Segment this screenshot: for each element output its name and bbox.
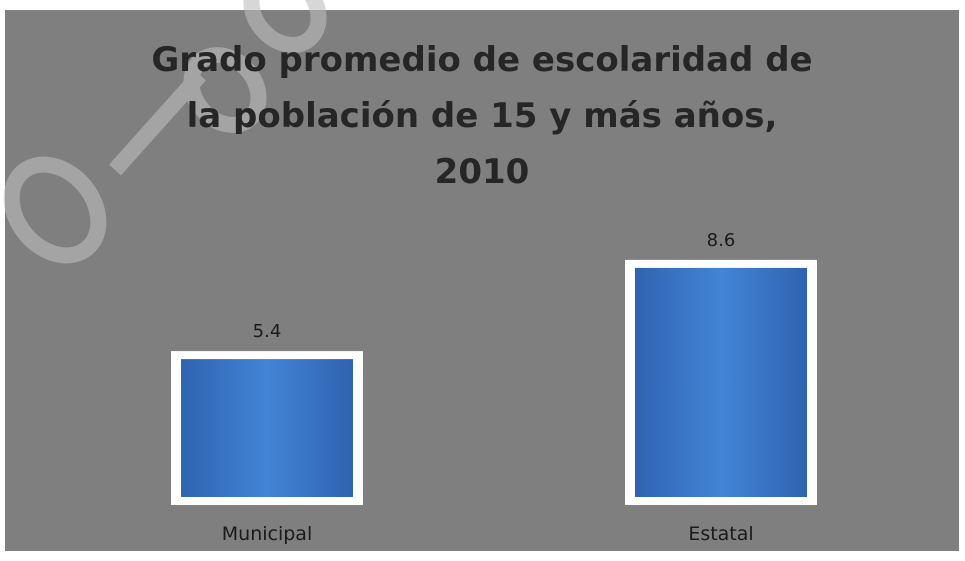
watermark-icon xyxy=(0,0,345,270)
value-label-municipal: 5.4 xyxy=(253,321,282,342)
bar-municipal xyxy=(181,359,353,497)
value-label-estatal: 8.6 xyxy=(707,230,736,251)
category-label-municipal: Municipal xyxy=(222,523,312,545)
chart-frame: Grado promedio de escolaridad de la pobl… xyxy=(3,0,959,551)
bar-plot: 5.4 Municipal 8.6 Estatal xyxy=(171,230,817,545)
chart-title: Grado promedio de escolaridad de la pobl… xyxy=(151,40,813,192)
bar-estatal xyxy=(635,267,807,497)
category-label-estatal: Estatal xyxy=(688,523,753,545)
